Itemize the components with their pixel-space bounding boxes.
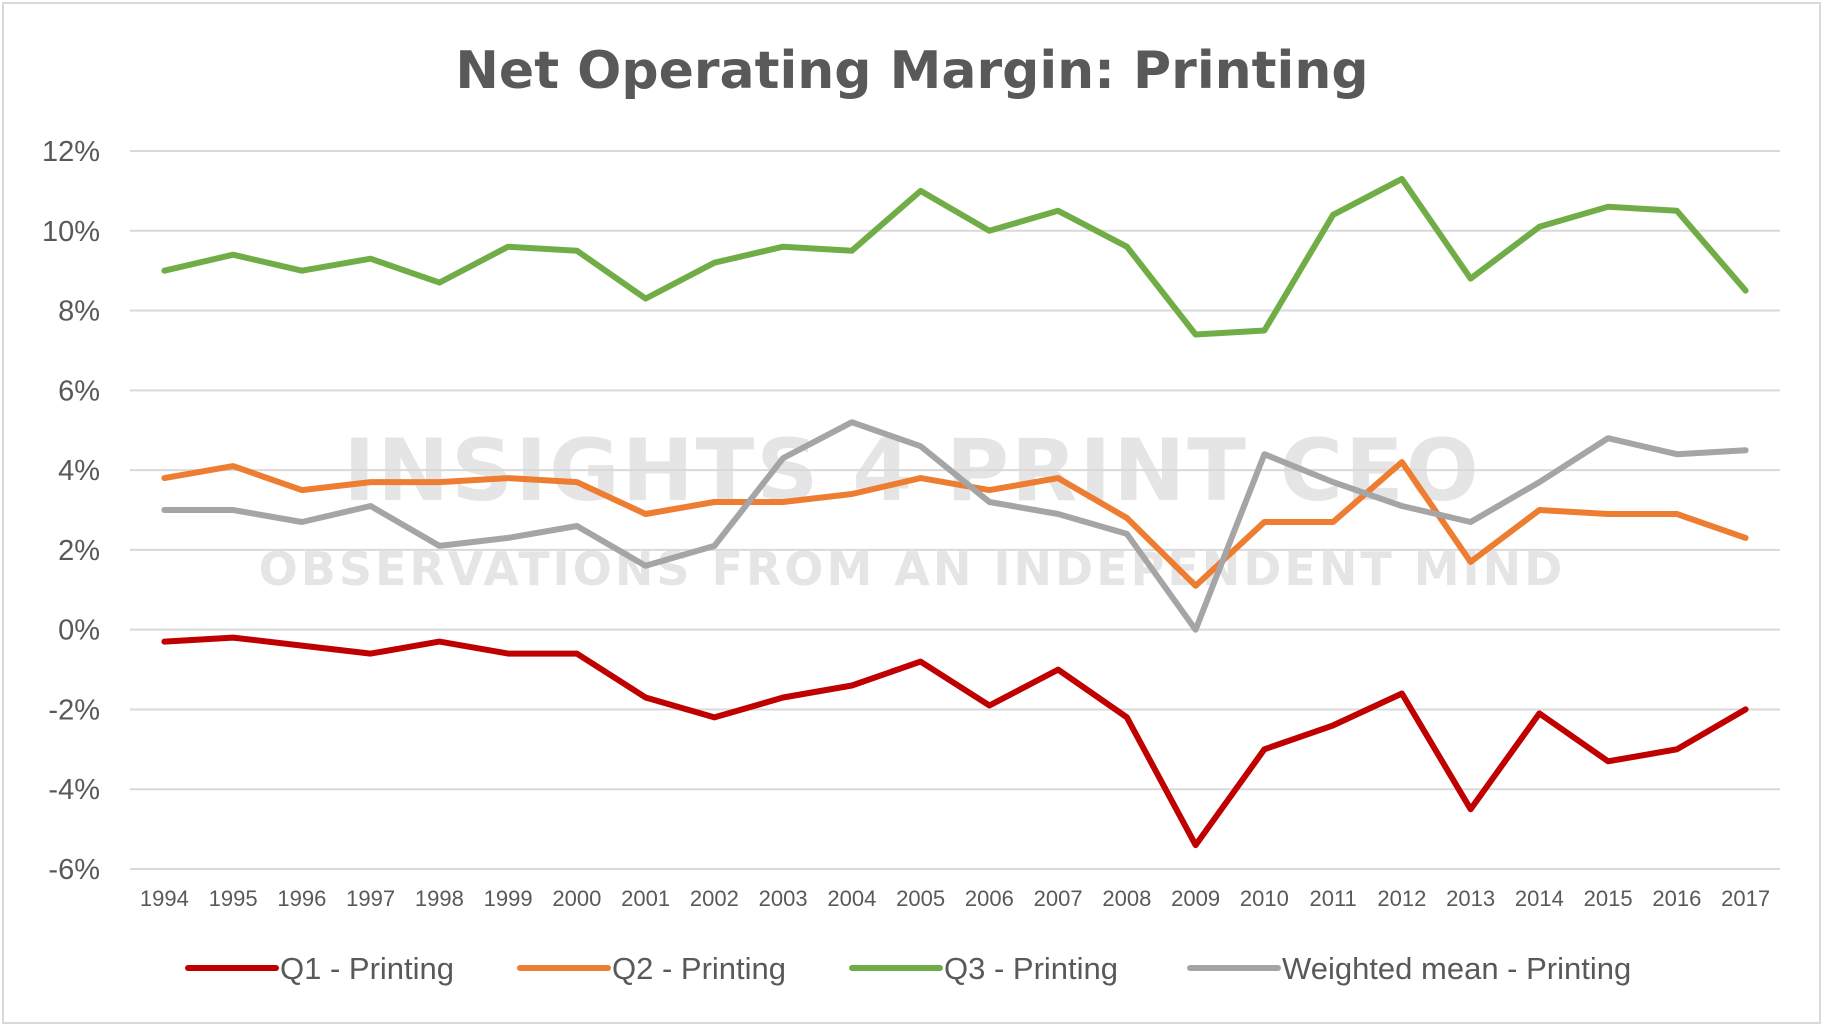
x-tick-label: 2007: [1034, 886, 1083, 911]
x-tick-label: 2010: [1240, 886, 1289, 911]
y-tick-label: 0%: [58, 615, 100, 647]
y-tick-label: 10%: [42, 216, 100, 248]
series-lines: [161, 175, 1749, 849]
series-line-1: [161, 634, 1749, 849]
y-tick-label: -6%: [48, 854, 100, 886]
x-tick-label: 2013: [1446, 886, 1495, 911]
x-tick-label: 1997: [346, 886, 395, 911]
watermark-subtitle: OBSERVATIONS FROM AN INDEPENDENT MIND: [259, 542, 1566, 596]
y-tick-label: -2%: [48, 694, 100, 726]
x-tick-label: 1994: [140, 886, 189, 911]
x-tick-label: 2003: [759, 886, 808, 911]
x-tick-label: 2002: [690, 886, 739, 911]
series-line-2: [161, 459, 1749, 589]
x-tick-label: 2015: [1584, 886, 1633, 911]
x-tick-label: 1995: [209, 886, 258, 911]
x-tick-label: 2012: [1377, 886, 1426, 911]
legend-label-4: Weighted mean - Printing: [1282, 951, 1631, 986]
y-tick-label: 2%: [58, 535, 100, 567]
watermark: INSIGHTS 4 PRINT CEO OBSERVATIONS FROM A…: [259, 421, 1566, 596]
x-tick-label: 2004: [827, 886, 876, 911]
y-tick-label: 8%: [58, 296, 100, 328]
gridlines: [130, 150, 1780, 870]
legend: Q1 - Printing Q2 - Printing Q3 - Printing W…: [185, 951, 1631, 986]
y-tick-label: -4%: [48, 774, 100, 806]
x-tick-label: 2005: [896, 886, 945, 911]
x-tick-label: 2001: [621, 886, 670, 911]
x-tick-label: 2006: [965, 886, 1014, 911]
x-tick-label: 1999: [484, 886, 533, 911]
legend-label-1: Q1 - Printing: [280, 951, 454, 986]
x-tick-label: 2014: [1515, 886, 1564, 911]
legend-label-2: Q2 - Printing: [612, 951, 786, 986]
x-tick-label: 2009: [1171, 886, 1220, 911]
x-tick-label: 2011: [1309, 886, 1356, 911]
x-tick-label: 2008: [1102, 886, 1151, 911]
series-line-4: [161, 419, 1749, 633]
x-tick-label: 2016: [1652, 886, 1701, 911]
x-tick-label: 2017: [1721, 886, 1770, 911]
legend-label-3: Q3 - Printing: [944, 951, 1118, 986]
x-tick-label: 1996: [277, 886, 326, 911]
y-tick-label: 4%: [58, 455, 100, 487]
x-axis-ticks: 1994 1995 1996 1997 1998 1999 2000 2001 2002 2003…: [140, 886, 1770, 911]
y-tick-label: 12%: [42, 136, 100, 168]
series-line-3: [161, 175, 1749, 338]
x-tick-label: 2000: [552, 886, 601, 911]
y-tick-label: 6%: [58, 375, 100, 407]
chart-title: Net Operating Margin: Printing: [455, 41, 1368, 101]
y-axis-ticks: 12% 10% 8% 6% 4% 2% 0% -2% -4% -6%: [42, 136, 100, 886]
x-tick-label: 1998: [415, 886, 464, 911]
